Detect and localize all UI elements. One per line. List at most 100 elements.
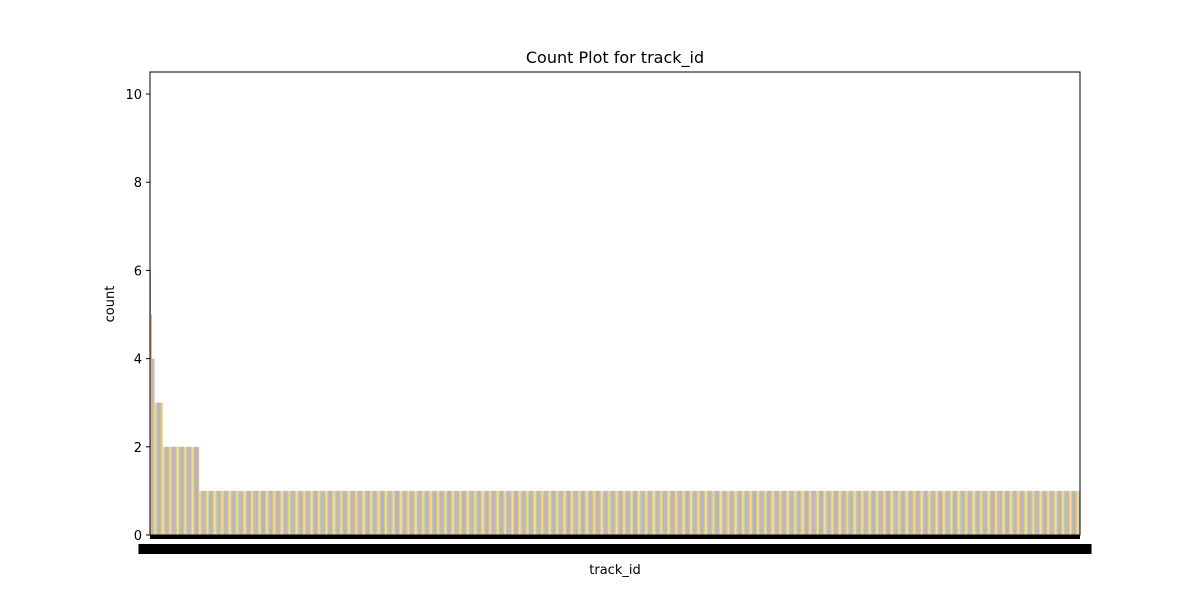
bar — [159, 402, 161, 535]
bar — [210, 490, 212, 535]
bar — [725, 490, 727, 535]
bar — [715, 490, 717, 535]
bar — [895, 490, 897, 535]
y-tick-label: 4 — [134, 353, 142, 368]
bar — [438, 490, 440, 535]
bar — [759, 490, 760, 535]
bar — [928, 490, 930, 535]
bar — [574, 490, 575, 535]
bar — [208, 490, 210, 535]
bar — [598, 490, 600, 535]
bar — [1039, 490, 1040, 535]
bar — [1058, 490, 1060, 535]
bar — [566, 490, 568, 535]
bar — [777, 490, 779, 535]
bar — [982, 490, 984, 535]
bar — [1029, 490, 1031, 535]
y-axis-ticks: 0 2 4 6 8 10 — [125, 88, 150, 544]
bar — [903, 490, 905, 535]
bar — [980, 490, 982, 535]
bar — [439, 490, 441, 535]
bar — [957, 490, 959, 535]
bar — [676, 490, 678, 535]
bar — [966, 490, 968, 535]
bar — [952, 490, 954, 535]
bar — [975, 490, 976, 535]
bar — [234, 490, 236, 535]
bar — [723, 490, 725, 535]
bar — [555, 490, 557, 535]
bar — [367, 490, 369, 535]
bar — [909, 490, 911, 535]
bar — [822, 490, 824, 535]
bar — [869, 490, 871, 535]
bar — [468, 490, 469, 535]
bar — [518, 490, 520, 535]
bar — [258, 490, 260, 535]
bar — [240, 490, 242, 535]
bar — [510, 490, 512, 535]
bar — [553, 490, 555, 535]
bar — [872, 490, 874, 535]
bar — [887, 490, 889, 535]
bar — [334, 490, 335, 535]
bar — [1007, 490, 1009, 535]
bar — [938, 490, 940, 535]
bar — [768, 490, 770, 535]
bar — [346, 490, 348, 535]
bar — [409, 490, 411, 535]
bar — [205, 490, 207, 535]
bar — [621, 490, 623, 535]
bar — [790, 490, 792, 535]
bar — [629, 490, 631, 535]
bar — [631, 490, 633, 535]
bar — [971, 490, 973, 535]
bar — [414, 490, 415, 535]
bar — [336, 490, 337, 535]
bar — [456, 490, 458, 535]
bar — [186, 446, 188, 535]
bar — [767, 490, 769, 535]
bar — [961, 490, 963, 535]
bar — [888, 490, 890, 535]
bar — [255, 490, 256, 535]
bar — [874, 490, 876, 535]
bar — [680, 490, 681, 535]
bar — [924, 490, 926, 535]
bar — [650, 490, 652, 535]
bar — [946, 490, 947, 535]
bar — [1064, 490, 1066, 535]
bar — [850, 490, 852, 535]
bar — [655, 490, 656, 535]
chart-title: Count Plot for track_id — [526, 48, 704, 68]
bar — [569, 490, 571, 535]
bar — [1050, 490, 1052, 535]
bar — [540, 490, 542, 535]
bar — [879, 490, 880, 535]
bar — [270, 490, 272, 535]
bar — [846, 490, 848, 535]
bar — [532, 490, 534, 535]
bar — [979, 490, 981, 535]
bar — [328, 490, 330, 535]
bar — [465, 490, 467, 535]
bar — [722, 490, 724, 535]
bar — [968, 490, 970, 535]
bar — [406, 490, 408, 535]
bar — [826, 490, 827, 535]
bar — [498, 490, 500, 535]
bar — [935, 490, 937, 535]
bar — [542, 490, 544, 535]
bar — [638, 490, 640, 535]
bar — [1001, 490, 1002, 535]
bar — [379, 490, 381, 535]
bar — [244, 490, 246, 535]
bar — [315, 490, 317, 535]
bar — [1075, 490, 1077, 535]
bar — [199, 490, 201, 535]
bar — [565, 490, 567, 535]
bar — [399, 490, 401, 535]
bar — [774, 490, 775, 535]
bar — [477, 490, 479, 535]
bar — [179, 446, 181, 535]
